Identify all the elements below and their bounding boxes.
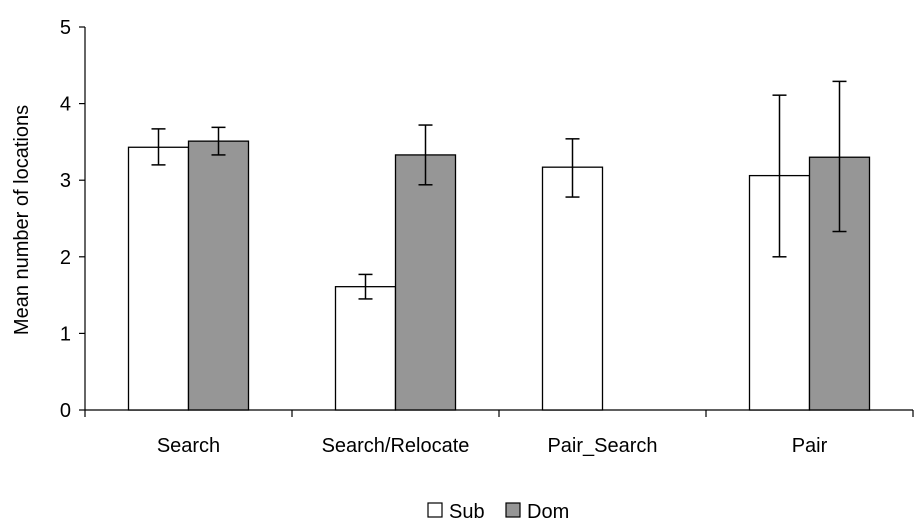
x-axis: Search Search/Relocate Pair_Search Pair <box>84 409 914 457</box>
legend-label-dom: Dom <box>527 501 569 522</box>
legend: Sub Dom <box>427 501 569 522</box>
legend-swatch-sub <box>427 502 443 518</box>
x-tick-label: Pair <box>792 435 828 457</box>
y-axis: 0 1 2 3 4 5 <box>60 17 86 422</box>
legend-label-sub: Sub <box>449 501 485 522</box>
error-bars <box>151 80 847 300</box>
x-tick-label: Pair_Search <box>547 435 657 457</box>
bar-sub <box>541 166 604 411</box>
y-tick-label: 0 <box>60 400 71 422</box>
bar-dom <box>187 140 250 411</box>
y-tick-label: 4 <box>60 94 71 116</box>
y-tick-label: 5 <box>60 17 71 39</box>
x-tick-label: Search <box>157 435 220 457</box>
y-tick-label: 3 <box>60 170 71 192</box>
bar-dom <box>394 154 457 411</box>
y-axis-label: Mean number of locations <box>11 105 33 335</box>
bars <box>127 140 871 411</box>
bar-sub <box>334 286 397 411</box>
bar-sub <box>127 146 190 411</box>
legend-swatch-dom <box>505 502 521 518</box>
y-tick-label: 2 <box>60 247 71 269</box>
y-tick-label: 1 <box>60 323 71 345</box>
x-tick-label: Search/Relocate <box>322 435 470 457</box>
